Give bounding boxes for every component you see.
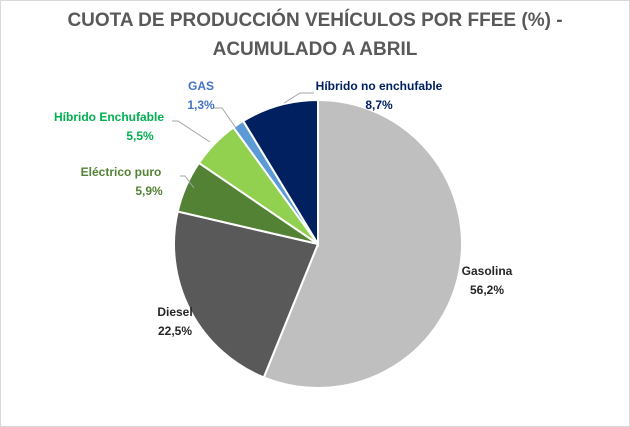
label-name-hibrido-no-enchufable: Híbrido no enchufable <box>316 79 443 93</box>
pie-slices <box>173 98 463 389</box>
leader-lines <box>172 92 314 189</box>
leader-line-hibrido-enchufable <box>172 120 211 143</box>
label-name-gas: GAS <box>188 79 214 93</box>
slice-labels: Gasolina 56,2% Diesel 22,5% Eléctrico puro 5,… <box>54 79 513 338</box>
chart-title-line2: ACUMULADO A ABRIL <box>212 39 418 60</box>
label-name-diesel: Diesel <box>157 305 192 319</box>
pie-slice-diesel <box>173 210 320 379</box>
label-value-electrico-puro: 5,9% <box>135 184 163 198</box>
leader-line-gas <box>214 107 237 129</box>
pie-slice-hibrido-no-enchufable <box>241 98 319 248</box>
label-value-hibrido-no-enchufable: 8,7% <box>365 98 393 112</box>
label-name-electrico-puro: Eléctrico puro <box>81 165 162 179</box>
pie-slice-gasolina <box>262 98 463 389</box>
leader-line-hibrido-no-enchufable <box>283 92 314 104</box>
label-value-hibrido-enchufable: 5,5% <box>126 129 154 143</box>
label-value-gas: 1,3% <box>187 98 215 112</box>
label-name-hibrido-enchufable: Híbrido Enchufable <box>54 110 164 124</box>
chart-title: CUOTA DE PRODUCCIÓN VEHÍCULOS POR FFEE (… <box>0 6 630 64</box>
label-name-gasolina: Gasolina <box>462 264 513 278</box>
label-value-diesel: 22,5% <box>158 324 192 338</box>
chart-title-line1: CUOTA DE PRODUCCIÓN VEHÍCULOS POR FFEE (… <box>67 10 563 31</box>
leader-line-electrico-puro <box>180 175 195 189</box>
label-value-gasolina: 56,2% <box>470 283 504 297</box>
